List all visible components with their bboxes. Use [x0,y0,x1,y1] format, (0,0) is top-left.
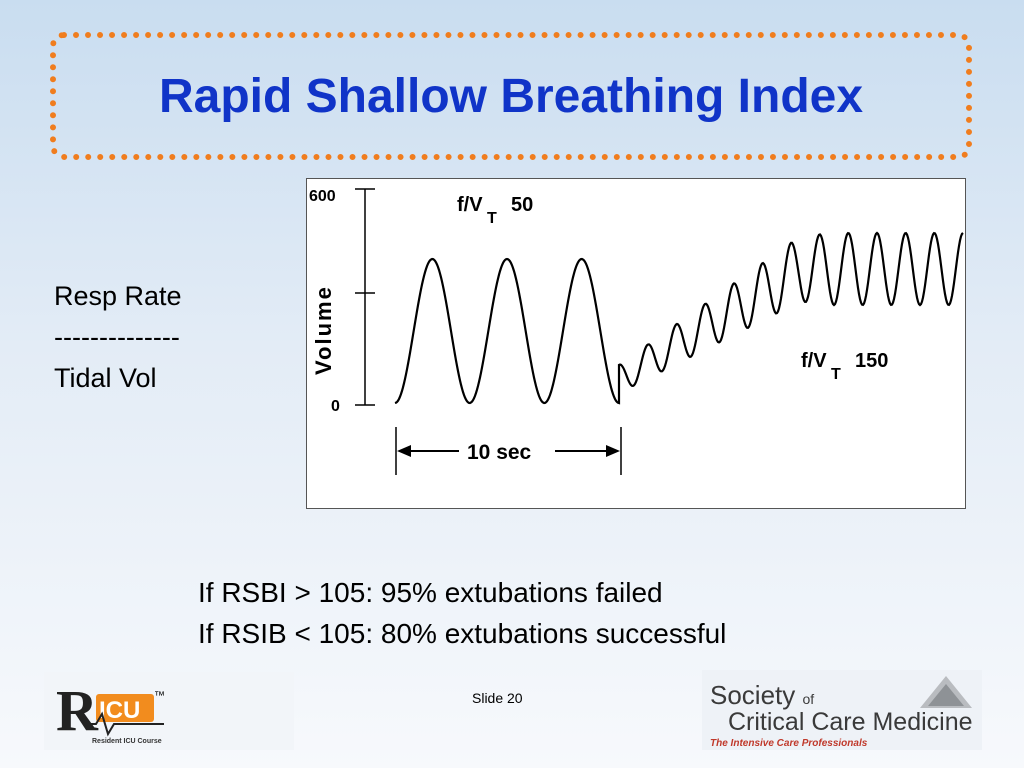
time-arrow-left-head [397,445,411,457]
note-successful: If RSIB < 105: 80% extubations successfu… [198,618,727,649]
ricu-logo-area [44,672,294,750]
sccm-tagline: The Intensive Care Professionals [710,738,868,749]
ricu-logo: R ICU [56,678,164,743]
label-fast-sub: T [831,366,841,383]
slide-title: Rapid Shallow Breathing Index [158,69,864,123]
y-tick-label-bottom: 0 [331,398,340,415]
y-tick-label-top: 600 [309,188,336,205]
y-axis-label: Volume [311,285,336,375]
ratio-divider: -------------- [54,322,180,352]
svg-text:R: R [56,678,99,743]
breathing-waveform-figure: 600 0 Volume f/V T 50 f/V T 150 10 sec [306,178,966,509]
sccm-of: of [802,691,815,707]
slide-number: Slide 20 [472,690,523,706]
waveform-svg: 600 0 Volume f/V T 50 f/V T 150 10 sec [309,188,964,475]
title-box: Rapid Shallow Breathing Index [50,32,972,160]
sccm-name-line1: Society of [710,680,814,711]
ratio-denominator: Tidal Vol [54,363,157,393]
sccm-triangle-icon [920,676,972,708]
time-arrow-right-head [606,445,620,457]
svg-text:ICU: ICU [99,697,140,724]
ricu-tagline: Resident ICU Course [92,738,162,745]
rsbi-ratio: Resp Rate -------------- Tidal Vol [54,276,182,399]
time-label: 10 sec [467,441,532,464]
label-slow-value: 50 [511,194,533,216]
note-failed: If RSBI > 105: 95% extubations failed [198,577,663,608]
label-slow-sub: T [487,210,497,227]
ratio-numerator: Resp Rate [54,281,182,311]
rsbi-notes: If RSBI > 105: 95% extubations failed If… [198,572,726,654]
label-fast-value: 150 [855,350,888,372]
volume-waveform [394,231,964,405]
label-slow: f/V [457,194,483,216]
label-fast: f/V [801,350,827,372]
trademark: ™ [154,690,165,702]
sccm-logo-area [702,670,982,750]
sccm-society: Society [710,680,796,710]
sccm-name-line2: Critical Care Medicine [728,708,973,736]
